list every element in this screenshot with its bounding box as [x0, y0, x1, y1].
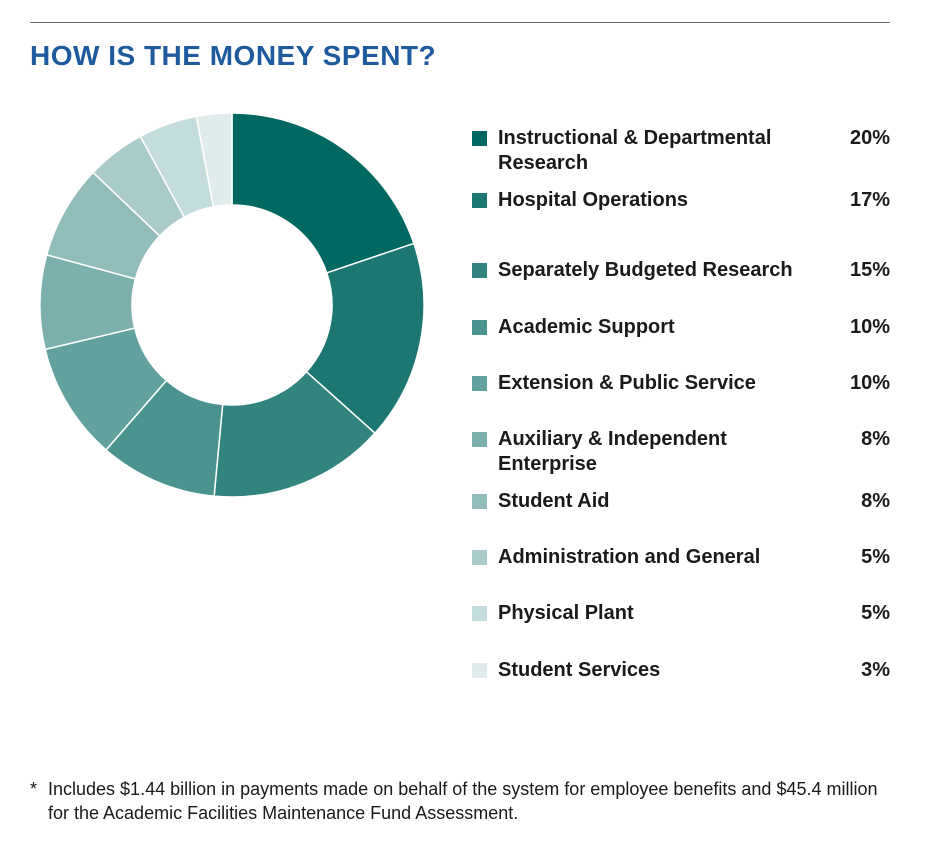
donut-slice [195, 112, 233, 208]
footnote-marker: * [30, 779, 38, 799]
top-rule [30, 22, 890, 23]
donut-slice [305, 242, 425, 435]
chart-title: HOW IS THE MONEY SPENT? [30, 40, 437, 71]
footnote-text: Includes $1.44 billion in payments made … [48, 779, 878, 823]
donut-slice [231, 112, 415, 274]
